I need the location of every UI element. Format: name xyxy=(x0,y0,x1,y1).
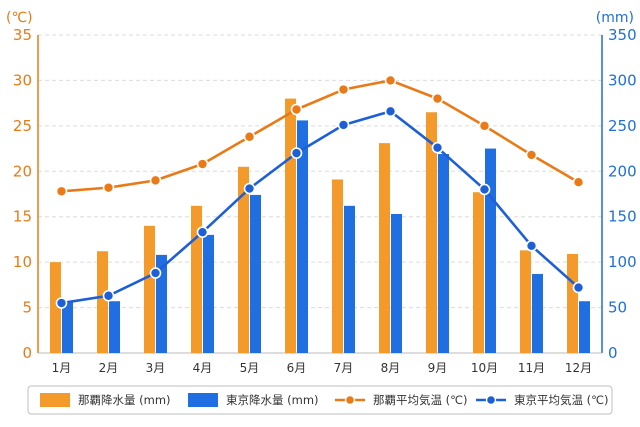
category-label: 5月 xyxy=(240,361,260,375)
left-tick-label: 0 xyxy=(22,344,32,362)
point-naha-temp xyxy=(337,83,350,96)
left-tick-label: 30 xyxy=(13,71,32,89)
category-label: 6月 xyxy=(287,361,307,375)
point-tokyo-temp xyxy=(149,267,162,279)
left-tick-label: 20 xyxy=(13,162,32,180)
point-tokyo-temp xyxy=(55,297,68,309)
bars xyxy=(50,98,590,353)
point-tokyo-temp xyxy=(572,281,585,294)
point-naha-temp xyxy=(55,185,68,198)
bar-tokyo-precip xyxy=(438,154,449,353)
bar-tokyo-precip xyxy=(250,194,261,353)
bar-tokyo-precip xyxy=(109,301,120,353)
legend-label: 東京平均気温 (℃) xyxy=(514,393,609,407)
bar-tokyo-precip xyxy=(579,301,590,353)
legend-box xyxy=(27,385,613,415)
legend-label: 東京降水量 (mm) xyxy=(226,393,319,407)
bar-tokyo-precip xyxy=(156,254,167,353)
bar-tokyo-precip xyxy=(485,148,496,353)
bar-naha-precip xyxy=(144,225,155,353)
gridlines xyxy=(38,34,602,309)
point-naha-temp xyxy=(384,74,397,87)
legend-label: 那覇降水量 (mm) xyxy=(78,393,171,407)
point-tokyo-temp xyxy=(478,183,491,196)
point-tokyo-temp xyxy=(102,289,115,302)
line-naha-temp xyxy=(61,79,580,193)
category-label: 9月 xyxy=(428,361,448,375)
point-naha-temp xyxy=(149,174,162,187)
right-tick-label: 300 xyxy=(608,71,637,89)
left-tick-label: 25 xyxy=(13,117,32,135)
bar-naha-precip xyxy=(567,253,578,353)
left-tick-label: 5 xyxy=(22,299,32,317)
left-tick-label: 10 xyxy=(13,253,32,271)
category-label: 11月 xyxy=(518,361,545,375)
left-tick-label: 35 xyxy=(13,26,32,44)
right-tick-label: 0 xyxy=(608,344,618,362)
legend-swatch xyxy=(40,393,70,407)
point-tokyo-temp xyxy=(243,182,256,195)
point-naha-temp xyxy=(525,149,538,161)
line-tokyo-temp xyxy=(61,110,580,305)
bar-tokyo-precip xyxy=(62,302,73,353)
point-naha-temp xyxy=(431,92,444,105)
category-label: 2月 xyxy=(99,361,119,375)
bar-naha-precip xyxy=(97,251,108,353)
point-tokyo-temp xyxy=(384,105,397,118)
right-axis-unit: (mm) xyxy=(596,10,634,26)
bar-naha-precip xyxy=(379,143,390,353)
point-naha-temp xyxy=(478,120,491,132)
point-tokyo-temp xyxy=(431,141,444,154)
point-naha-temp xyxy=(572,176,585,188)
bar-naha-precip xyxy=(50,262,61,353)
point-tokyo-temp xyxy=(337,119,350,131)
point-naha-temp xyxy=(243,130,256,143)
point-naha-temp xyxy=(102,181,115,194)
bar-naha-precip xyxy=(238,166,249,353)
bar-naha-precip xyxy=(426,112,437,353)
bar-tokyo-precip xyxy=(203,234,214,353)
right-tick-label: 100 xyxy=(608,253,637,271)
category-label: 12月 xyxy=(565,361,592,375)
category-label: 7月 xyxy=(334,361,354,375)
legend-swatch xyxy=(188,393,218,407)
right-tick-label: 50 xyxy=(608,299,627,317)
legend: 那覇降水量 (mm) 東京降水量 (mm) 那覇平均気温 (℃) 東京平均気温 (℃) xyxy=(40,393,609,407)
category-label: 10月 xyxy=(471,361,498,375)
category-label: 8月 xyxy=(381,361,401,375)
lines xyxy=(55,74,585,309)
point-tokyo-temp xyxy=(290,147,303,159)
legend-marker xyxy=(344,394,356,406)
bar-tokyo-precip xyxy=(344,205,355,353)
bar-naha-precip xyxy=(332,179,343,353)
category-label: 4月 xyxy=(193,361,213,375)
point-naha-temp xyxy=(196,158,209,170)
bar-naha-precip xyxy=(520,250,531,353)
left-axis-unit: (℃) xyxy=(6,10,33,26)
category-labels: 1月 2月 3月 4月 5月 6月 7月 8月 9月 10月 11月 12月 xyxy=(52,361,592,375)
legend-label: 那覇平均気温 (℃) xyxy=(373,393,468,407)
point-tokyo-temp xyxy=(196,226,209,238)
bar-naha-precip xyxy=(285,98,296,353)
category-label: 1月 xyxy=(52,361,72,375)
left-tick-label: 15 xyxy=(13,208,32,226)
right-tick-label: 350 xyxy=(608,26,637,44)
bar-tokyo-precip xyxy=(391,213,402,353)
legend-marker xyxy=(485,394,497,406)
category-label: 3月 xyxy=(146,361,166,375)
bar-naha-precip xyxy=(191,205,202,353)
bar-tokyo-precip xyxy=(532,273,543,353)
bar-naha-precip xyxy=(473,192,484,353)
right-tick-label: 150 xyxy=(608,208,637,226)
point-naha-temp xyxy=(290,103,303,116)
right-tick-label: 250 xyxy=(608,117,637,135)
right-tick-label: 200 xyxy=(608,162,637,180)
bar-tokyo-precip xyxy=(297,120,308,353)
left-tick-labels: 0 5 10 15 20 25 30 35 xyxy=(13,26,32,362)
right-tick-labels: 0 50 100 150 200 250 300 350 xyxy=(608,26,637,362)
point-tokyo-temp xyxy=(525,239,538,252)
